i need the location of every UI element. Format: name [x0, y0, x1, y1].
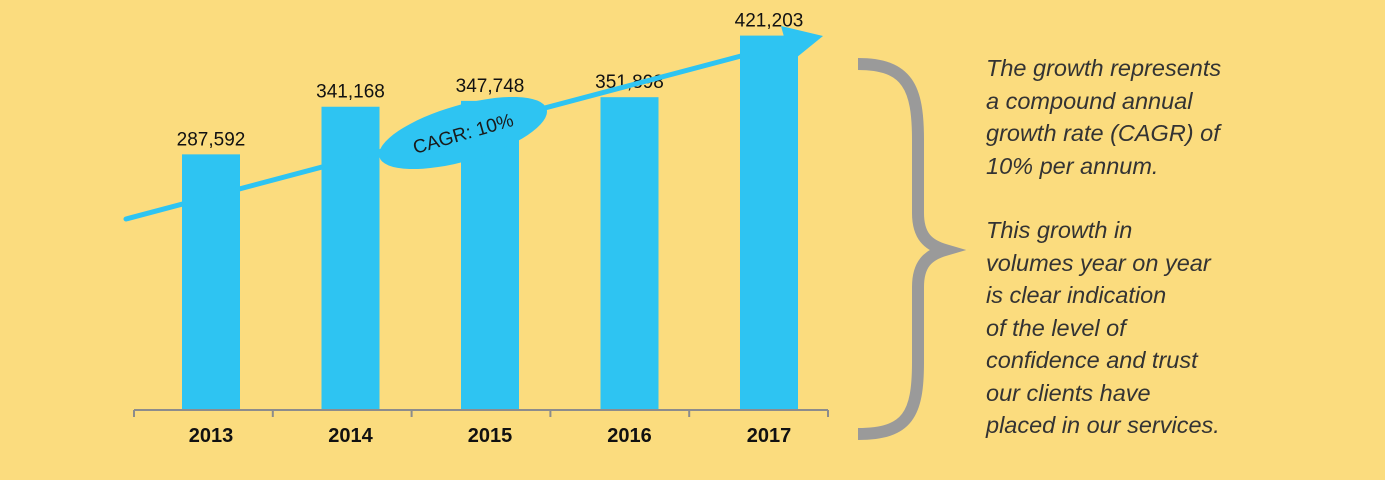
value-label-2017: 421,203	[735, 11, 804, 32]
value-label-2014: 341,168	[316, 82, 385, 103]
bars	[182, 35, 798, 411]
x-tick-label-2016: 2016	[607, 425, 652, 447]
description-line: of the level of	[986, 314, 1126, 341]
description-line: is clear indication	[986, 282, 1167, 308]
description-line: placed in our services.	[986, 412, 1220, 438]
x-tick-label-2015: 2015	[468, 425, 513, 447]
curly-brace	[857, 58, 967, 440]
bar-2016	[600, 97, 659, 410]
description-line: 10% per annum.	[986, 152, 1159, 179]
cagr-ellipse	[379, 96, 547, 170]
description-line: The growth represents	[986, 55, 1222, 81]
description-line: growth rate (CAGR) of	[986, 120, 1220, 146]
value-label-2013: 287,592	[177, 129, 246, 150]
description-text: The growth represents a compound annual gr…	[986, 52, 1381, 442]
x-tick-label-2017: 2017	[747, 425, 792, 447]
description-line: our clients have	[986, 379, 1151, 406]
bar-2017	[740, 35, 798, 411]
x-tick-label-2014: 2014	[328, 425, 373, 447]
x-axis	[133, 409, 829, 417]
growth-arrow-head	[781, 26, 823, 62]
x-tick-labels: 2013 2014 2015 2016 2017	[189, 425, 792, 447]
value-label-2015: 347,748	[456, 76, 525, 97]
description-paragraph: The growth represents a compound annual gr…	[986, 52, 1381, 182]
description-line: This growth in	[986, 217, 1133, 243]
description-paragraph: This growth in volumes year on year is cle…	[986, 214, 1381, 442]
description-line: volumes year on year	[986, 249, 1211, 276]
description-line: a compound annual	[986, 87, 1193, 114]
x-tick-label-2013: 2013	[189, 425, 234, 447]
description-line: confidence and trust	[986, 347, 1198, 373]
